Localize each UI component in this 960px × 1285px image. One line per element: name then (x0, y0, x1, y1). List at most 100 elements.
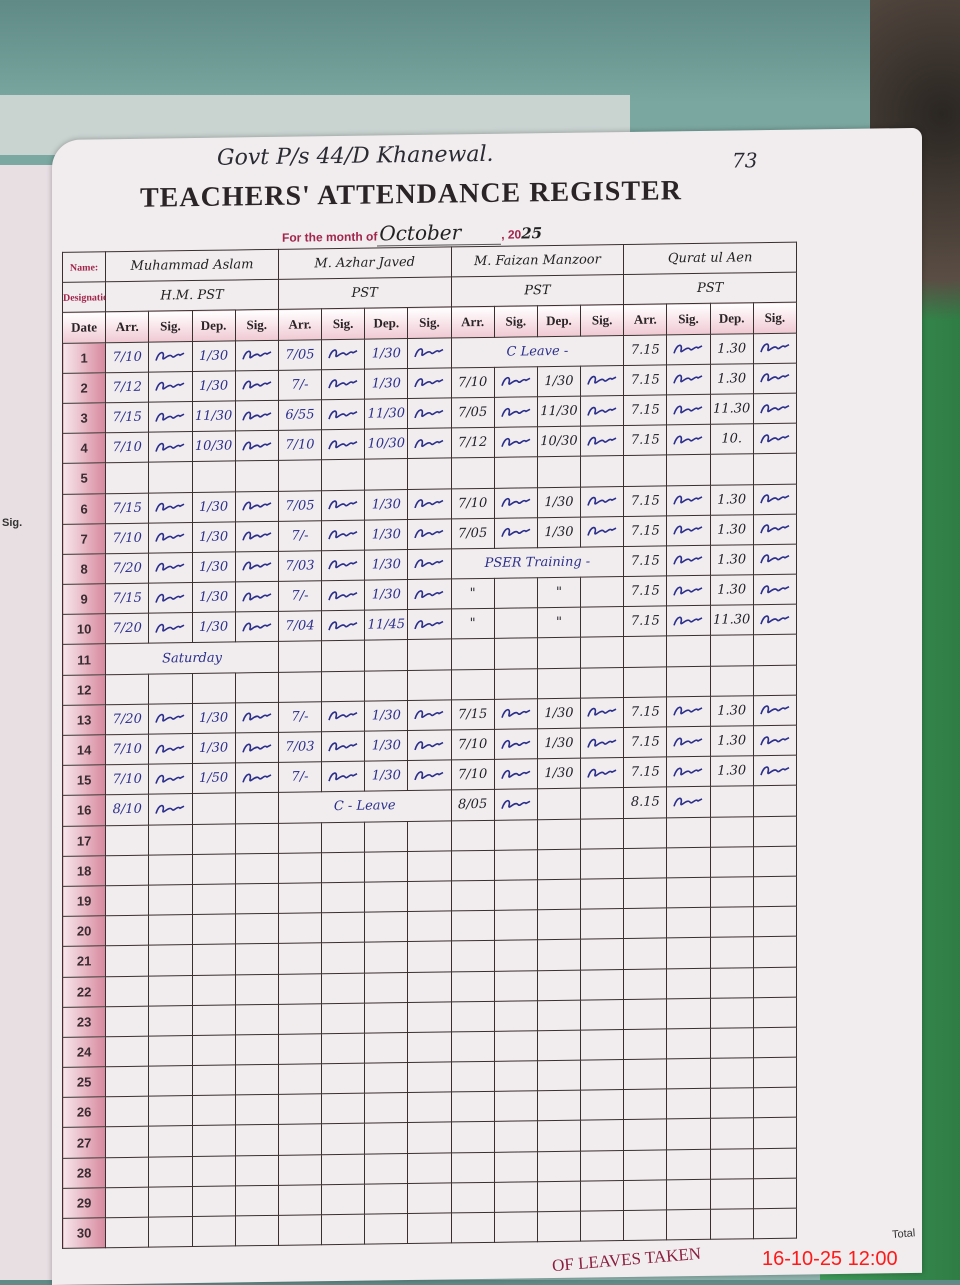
arrival-cell (278, 973, 322, 1005)
departure-cell (192, 944, 236, 976)
signature-cell (407, 911, 452, 942)
signature-scribble (155, 382, 185, 392)
signature-cell (148, 341, 193, 372)
arrival-cell (451, 457, 495, 489)
departure-cell (364, 458, 408, 490)
signature-cell (580, 606, 624, 638)
signature-cell (148, 1065, 193, 1097)
dep-header: Dep. (710, 303, 754, 334)
departure-cell (710, 1057, 754, 1089)
signature-scribble (414, 438, 444, 448)
arrival-cell (278, 671, 322, 703)
signature-cell (235, 792, 279, 824)
signature-cell (494, 970, 538, 1002)
signature-cell (666, 1148, 711, 1180)
teacher-name: Muhammad Aslam (105, 249, 279, 282)
departure-cell: 1.30 (710, 544, 754, 576)
signature-cell (494, 577, 538, 609)
signature-cell (321, 489, 365, 521)
arrival-cell: 7/- (278, 761, 322, 793)
date-header: Date (62, 312, 106, 343)
date-cell: 9 (62, 583, 106, 615)
departure-cell (710, 816, 754, 848)
month-value: October (377, 219, 502, 247)
signature-cell (753, 423, 797, 455)
signature-cell (235, 521, 279, 552)
departure-cell (364, 1062, 408, 1094)
arrival-cell: 7/12 (451, 427, 495, 459)
signature-scribble (673, 767, 703, 777)
arrival-cell: 7/12 (105, 371, 149, 403)
arrival-cell: 7.15 (623, 696, 667, 728)
signature-cell (494, 728, 538, 760)
signature-cell (753, 362, 797, 394)
signature-scribble (155, 502, 185, 512)
attendance-note: Saturday (105, 641, 279, 675)
signature-scribble (414, 378, 444, 388)
signature-cell (235, 1124, 279, 1156)
signature-cell (235, 732, 279, 764)
departure-cell (710, 1027, 754, 1059)
departure-cell (710, 1178, 754, 1210)
signature-cell (407, 488, 452, 520)
date-cell: 22 (62, 976, 106, 1008)
arr-header: Arr. (451, 306, 495, 338)
table-row: 8 7/20 1/30 7/03 1/30 PSER Training -7.15 1.30 (62, 543, 797, 585)
signature-cell (407, 850, 452, 882)
departure-cell: 1/30 (192, 612, 236, 643)
arrival-cell (278, 1214, 322, 1246)
arrival-cell (623, 666, 667, 698)
signature-cell (580, 667, 624, 698)
sig-header: Sig. (494, 306, 538, 337)
signature-cell (148, 824, 193, 855)
signature-cell (666, 575, 711, 607)
signature-scribble (587, 708, 617, 718)
attendance-note: C - Leave (278, 790, 452, 823)
departure-cell (710, 876, 754, 908)
sig-header: Sig. (580, 304, 624, 336)
arrival-cell: " (451, 578, 495, 610)
arrival-cell: 7/10 (451, 729, 495, 761)
signature-cell (407, 880, 452, 912)
signature-cell (235, 671, 279, 703)
arrival-cell (623, 1209, 667, 1241)
signature-cell (666, 816, 711, 848)
departure-cell (364, 639, 408, 671)
departure-cell: 10/30 (537, 426, 581, 458)
signature-scribble (241, 622, 272, 632)
departure-cell (710, 635, 754, 666)
signature-scribble (760, 524, 790, 534)
signature-scribble (673, 737, 703, 747)
signature-cell (753, 725, 797, 756)
signature-cell (148, 1216, 193, 1248)
arrival-cell: 6/55 (278, 399, 322, 431)
departure-cell (537, 637, 581, 669)
signature-cell (321, 1002, 365, 1034)
signature-scribble (587, 738, 617, 748)
signature-cell (148, 582, 193, 614)
signature-cell (666, 605, 711, 637)
signature-cell (148, 763, 193, 795)
signature-cell (407, 337, 452, 369)
signature-scribble (155, 351, 185, 361)
signature-cell (407, 1182, 452, 1214)
departure-cell (537, 456, 581, 488)
signature-cell (235, 943, 279, 975)
teacher-name: M. Faizan Manzoor (451, 244, 624, 278)
signature-cell (753, 332, 797, 364)
signature-scribble (414, 620, 444, 630)
arrival-cell: 7/- (278, 580, 322, 612)
arrival-cell: 7.15 (623, 575, 667, 607)
signature-scribble (155, 442, 185, 452)
table-row: 9 7/15 1/30 7/- 1/30 " " 7.15 1.30 (62, 574, 797, 615)
date-cell: 17 (62, 825, 106, 857)
signature-cell (580, 1059, 624, 1091)
signature-cell (321, 338, 365, 370)
signature-cell (494, 517, 538, 549)
signature-cell (666, 1028, 711, 1059)
arrival-cell (451, 1212, 495, 1244)
arrival-cell (623, 938, 667, 970)
signature-scribble (501, 437, 531, 447)
sig-header: Sig. (666, 303, 711, 335)
signature-cell (321, 610, 365, 642)
